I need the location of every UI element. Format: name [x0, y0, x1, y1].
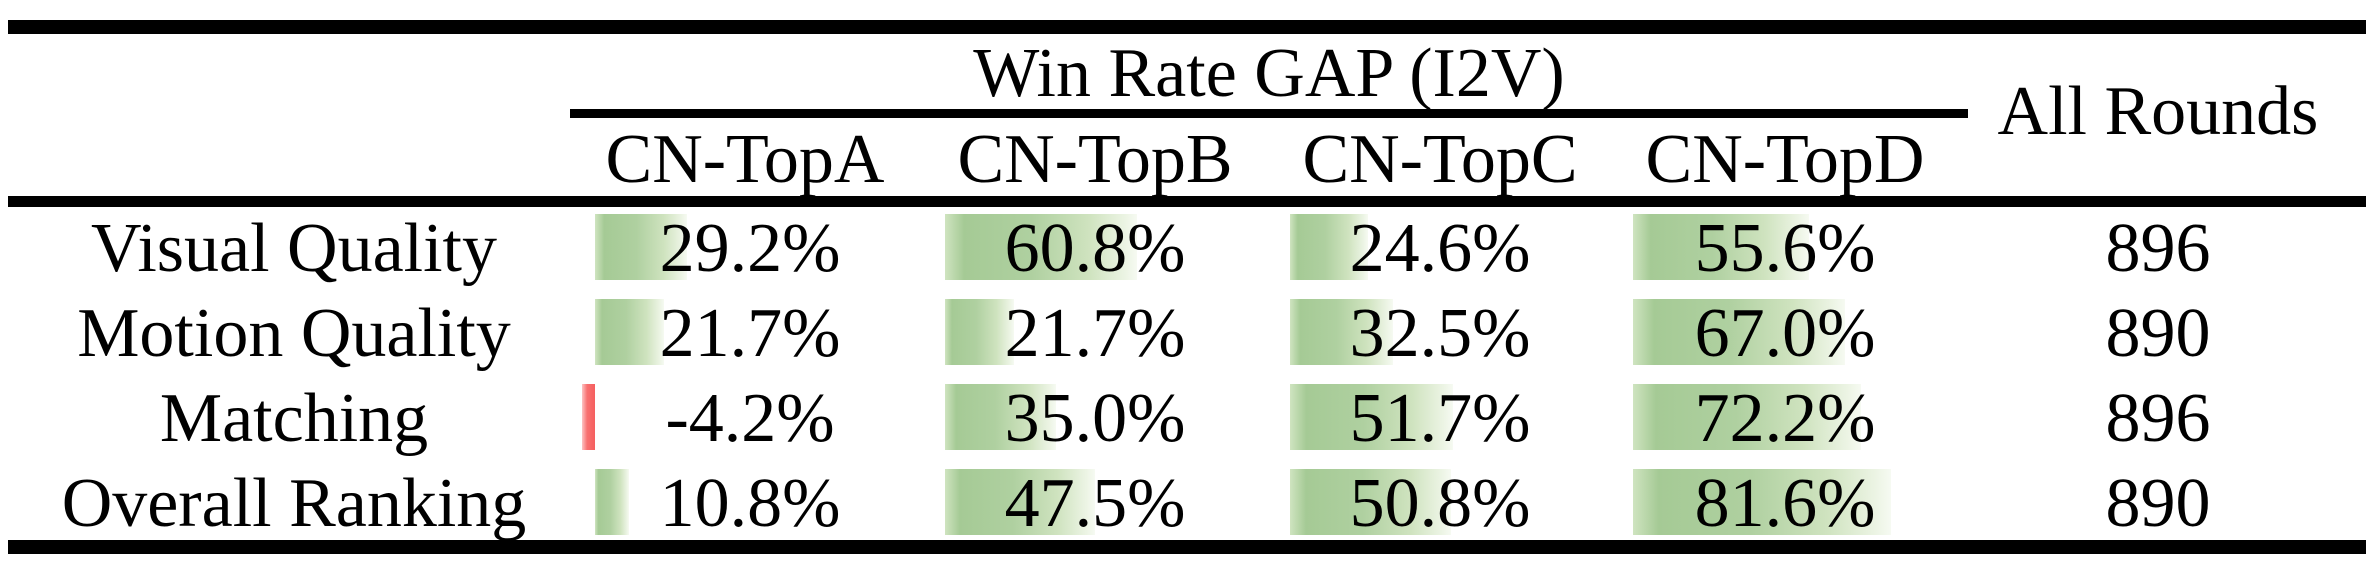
- table-row: Motion Quality 21.7% 21.7% 32.5% 67.0% 8…: [0, 291, 2374, 376]
- win-rate-value: -4.2%: [665, 380, 835, 457]
- data-bar: [1633, 214, 1809, 280]
- win-rate-value: 60.8%: [1004, 210, 1186, 287]
- data-bar: [1633, 299, 1845, 365]
- table-row: Visual Quality 29.2% 60.8% 24.6% 55.6% 8…: [0, 206, 2374, 291]
- data-bar: [945, 469, 1095, 535]
- win-rate-value: 32.5%: [1349, 295, 1531, 372]
- table-title: Win Rate GAP (I2V): [973, 35, 1565, 112]
- data-bar: [582, 384, 595, 450]
- data-bar: [945, 299, 1014, 365]
- column-header-all-rounds: All Rounds: [1997, 73, 2319, 150]
- win-rate-value: 72.2%: [1694, 380, 1876, 457]
- row-label: Visual Quality: [90, 210, 498, 287]
- data-bar: [1633, 384, 1861, 450]
- data-bar: [595, 214, 687, 280]
- win-rate-value: 47.5%: [1004, 465, 1186, 542]
- data-bar: [1290, 214, 1368, 280]
- header-body-rule: [8, 196, 2366, 207]
- win-rate-value: 67.0%: [1694, 295, 1876, 372]
- data-bar: [945, 384, 1056, 450]
- data-bar: [1290, 384, 1453, 450]
- column-header-cn-topc: CN-TopC: [1302, 121, 1578, 198]
- data-bar: [1290, 469, 1451, 535]
- all-rounds-value: 896: [2105, 210, 2211, 287]
- table-row: Overall Ranking 10.8% 47.5% 50.8% 81.6% …: [0, 461, 2374, 546]
- data-bar: [1290, 299, 1393, 365]
- data-bar: [1633, 469, 1891, 535]
- win-rate-value: 24.6%: [1349, 210, 1531, 287]
- column-header-cn-topd: CN-TopD: [1645, 121, 1925, 198]
- row-label: Matching: [159, 380, 429, 457]
- row-label: Motion Quality: [77, 295, 511, 372]
- column-header-cn-topb: CN-TopB: [957, 121, 1233, 198]
- data-bar: [595, 469, 629, 535]
- all-rounds-value: 890: [2105, 465, 2211, 542]
- win-rate-value: 21.7%: [659, 295, 841, 372]
- win-rate-value: 29.2%: [659, 210, 841, 287]
- win-rate-value: 55.6%: [1694, 210, 1876, 287]
- column-header-cn-topa: CN-TopA: [605, 121, 885, 198]
- data-bar: [945, 214, 1137, 280]
- table-bottom-rule: [8, 540, 2366, 554]
- table-row: Matching -4.2% 35.0% 51.7% 72.2% 896: [0, 376, 2374, 461]
- win-rate-value: 51.7%: [1349, 380, 1531, 457]
- win-rate-value: 10.8%: [659, 465, 841, 542]
- win-rate-value: 21.7%: [1004, 295, 1186, 372]
- header-cmidrule: [570, 109, 1968, 118]
- table-top-rule: [8, 20, 2366, 34]
- win-rate-value: 35.0%: [1004, 380, 1186, 457]
- win-rate-value: 50.8%: [1349, 465, 1531, 542]
- all-rounds-value: 896: [2105, 380, 2211, 457]
- all-rounds-value: 890: [2105, 295, 2211, 372]
- row-label: Overall Ranking: [61, 465, 527, 542]
- win-rate-value: 81.6%: [1694, 465, 1876, 542]
- data-bar: [595, 299, 664, 365]
